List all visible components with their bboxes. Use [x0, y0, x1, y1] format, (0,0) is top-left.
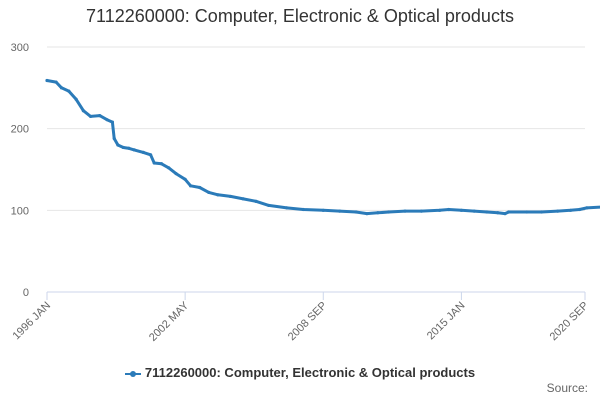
data-point[interactable] — [110, 120, 115, 124]
data-point[interactable] — [67, 89, 71, 93]
data-point[interactable] — [267, 203, 271, 208]
data-point[interactable] — [112, 136, 116, 141]
data-point[interactable] — [338, 209, 342, 213]
x-tick-label: 2015 JAN — [425, 300, 468, 343]
data-point[interactable] — [459, 208, 464, 212]
data-point[interactable] — [365, 212, 369, 216]
data-point[interactable] — [105, 118, 109, 122]
data-point[interactable] — [241, 197, 245, 201]
data-point[interactable] — [167, 166, 171, 170]
data-point[interactable] — [74, 97, 78, 101]
data-point[interactable] — [81, 109, 85, 113]
data-point[interactable] — [577, 207, 582, 212]
data-point[interactable] — [403, 209, 407, 213]
data-point[interactable] — [216, 193, 220, 197]
data-point[interactable] — [174, 171, 178, 176]
data-point[interactable] — [496, 211, 500, 215]
data-point[interactable] — [198, 185, 202, 190]
y-tick-label: 200 — [11, 124, 29, 136]
data-point[interactable] — [285, 206, 289, 210]
data-point[interactable] — [419, 209, 424, 213]
data-point[interactable] — [556, 209, 560, 213]
data-point[interactable] — [254, 199, 258, 203]
data-point[interactable] — [98, 114, 102, 118]
x-tick-label: 2002 MAY — [147, 299, 192, 344]
data-point[interactable] — [387, 210, 391, 214]
y-tick-label: 300 — [11, 42, 29, 54]
data-point[interactable] — [149, 153, 153, 157]
data-point[interactable] — [503, 212, 507, 216]
data-point[interactable] — [54, 80, 58, 84]
y-tick-label: 0 — [23, 287, 29, 299]
y-tick-label: 100 — [11, 205, 29, 217]
data-point[interactable] — [525, 210, 529, 214]
data-point[interactable] — [121, 145, 125, 150]
data-point[interactable] — [376, 211, 380, 215]
data-point[interactable] — [132, 148, 136, 152]
data-point[interactable] — [437, 208, 442, 212]
data-point[interactable] — [354, 210, 358, 214]
data-point[interactable] — [207, 190, 211, 194]
x-tick-label: 1996 JAN — [10, 300, 53, 343]
data-point[interactable] — [472, 209, 476, 213]
data-point[interactable] — [507, 210, 511, 214]
data-point[interactable] — [141, 150, 145, 154]
legend[interactable]: 7112260000: Computer, Electronic & Optic… — [0, 365, 600, 380]
data-point[interactable] — [568, 208, 573, 212]
data-point[interactable] — [127, 146, 131, 150]
data-point[interactable] — [585, 206, 589, 210]
data-point[interactable] — [159, 162, 164, 166]
data-point[interactable] — [152, 161, 156, 165]
data-point[interactable] — [485, 210, 489, 214]
x-tick-label: 2020 SEP — [548, 300, 592, 344]
data-point[interactable] — [89, 114, 93, 119]
data-point[interactable] — [447, 207, 451, 212]
data-point[interactable] — [539, 210, 543, 214]
data-point[interactable] — [45, 78, 49, 83]
data-point[interactable] — [116, 143, 120, 147]
data-point[interactable] — [228, 194, 233, 199]
data-point[interactable] — [321, 208, 325, 212]
legend-label: 7112260000: Computer, Electronic & Optic… — [144, 365, 476, 380]
chart-title: 7112260000: Computer, Electronic & Optic… — [86, 6, 514, 26]
data-point[interactable] — [59, 86, 64, 90]
x-tick-label: 2008 SEP — [286, 300, 330, 344]
data-point[interactable] — [301, 207, 305, 212]
source-label: Source: — [546, 381, 588, 395]
series-line-0[interactable] — [45, 79, 600, 216]
data-point[interactable] — [188, 184, 193, 188]
legend-marker-icon — [124, 370, 141, 377]
data-point[interactable] — [183, 177, 187, 181]
